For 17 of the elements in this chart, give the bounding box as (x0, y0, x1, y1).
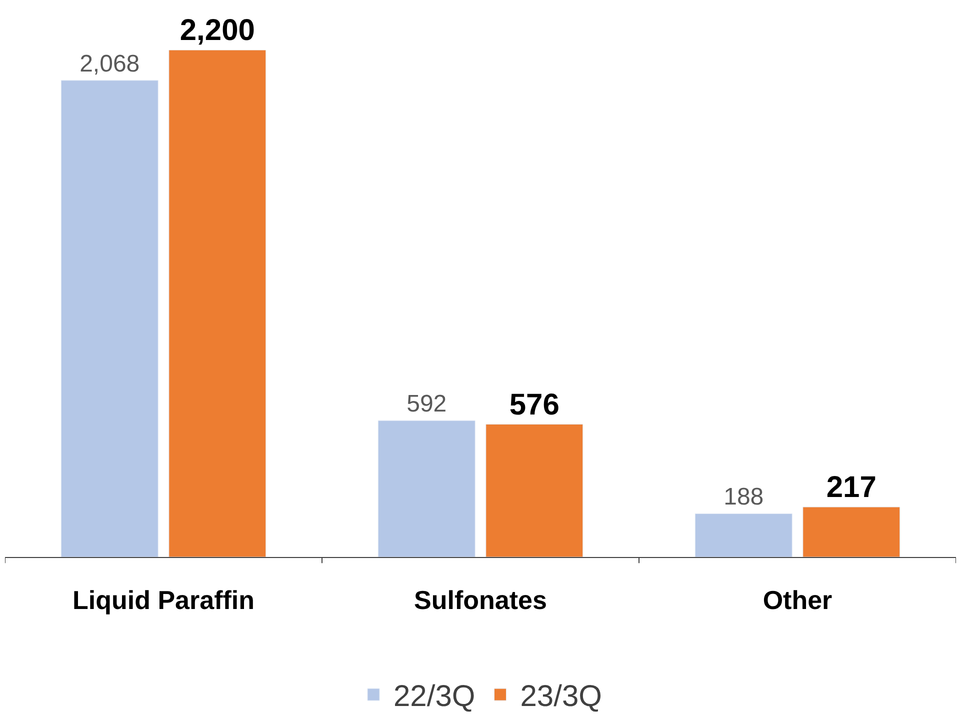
data-label: 592 (406, 390, 447, 418)
legend-label: 22/3Q (394, 680, 476, 714)
bar (378, 420, 476, 557)
bar (802, 506, 900, 557)
x-tick-label: Sulfonates (414, 585, 547, 616)
bar (60, 80, 158, 557)
data-label: 2,200 (180, 14, 255, 47)
bar (168, 50, 266, 557)
data-label: 217 (826, 470, 876, 504)
bar (486, 424, 584, 557)
x-tick-label: Other (762, 585, 832, 616)
legend-label: 23/3Q (520, 680, 602, 714)
x-tick-label: Liquid Paraffin (72, 585, 254, 616)
data-label: 188 (724, 484, 764, 511)
data-label: 576 (509, 388, 560, 422)
bar (694, 513, 792, 557)
data-label: 2,068 (80, 50, 140, 78)
